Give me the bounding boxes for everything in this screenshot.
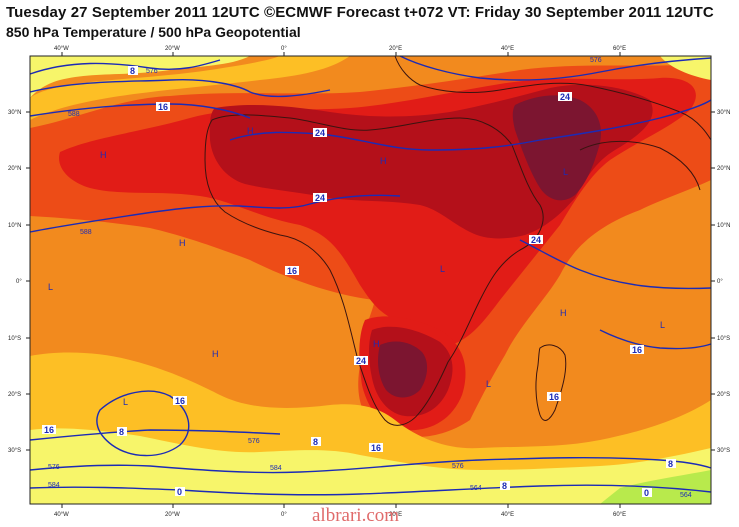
- high-marker: H: [100, 150, 107, 160]
- lon-label: 40°W: [54, 46, 69, 52]
- lon-label: 20°W: [165, 46, 180, 52]
- lon-label: 0°: [281, 46, 287, 52]
- lon-label: 20°W: [165, 512, 180, 518]
- isotherm-label-16: 16: [549, 392, 559, 402]
- isotherm-label-16: 16: [44, 425, 54, 435]
- geopotential-label-576: 576: [248, 438, 260, 445]
- high-marker: H: [380, 156, 387, 166]
- geopotential-label-576: 576: [146, 68, 158, 75]
- lat-label: 20°S: [717, 392, 730, 398]
- isotherm-label-8: 8: [130, 66, 135, 76]
- isotherm-label-16: 16: [158, 102, 168, 112]
- pressure-markers: H H H H H H H L L L L L L: [48, 126, 665, 407]
- isotherm-label-24: 24: [356, 356, 366, 366]
- lat-label: 10°S: [717, 336, 730, 342]
- geopotential-label-584: 584: [270, 465, 282, 472]
- low-marker: L: [440, 264, 445, 274]
- isotherm-label-8: 8: [119, 427, 124, 437]
- high-marker: H: [247, 126, 254, 136]
- isotherm-label-16: 16: [632, 345, 642, 355]
- isotherm-label-8: 8: [502, 481, 507, 491]
- lon-label: 0°: [281, 512, 287, 518]
- isotherm-label-24: 24: [560, 92, 570, 102]
- lat-label: 30°S: [717, 448, 730, 454]
- isotherm-label-8: 8: [668, 459, 673, 469]
- title-line-1: Tuesday 27 September 2011 12UTC ©ECMWF F…: [6, 4, 714, 21]
- lat-label: 30°N: [8, 110, 21, 116]
- low-marker: L: [486, 379, 491, 389]
- geopotential-label-588: 588: [80, 229, 92, 236]
- geopotential-labels: 576 576 576 576 576 584 584 588 588 564 …: [48, 57, 692, 499]
- lat-label: 20°N: [8, 166, 21, 172]
- geopotential-label-588: 588: [68, 111, 80, 118]
- geopotential-label-576: 576: [452, 463, 464, 470]
- axis-ticks: [26, 52, 715, 508]
- lat-label: 20°S: [8, 392, 21, 398]
- lon-label: 20°E: [389, 46, 402, 52]
- lon-label: 40°W: [54, 512, 69, 518]
- watermark: albrari.com: [312, 505, 400, 526]
- lon-label: 60°E: [613, 46, 626, 52]
- geopotential-label-576: 576: [48, 464, 60, 471]
- contour-labels: 16 24 24 24 24 16 24 16 16 16 16 16 8 8 …: [42, 66, 676, 498]
- geopotential-label-564: 564: [470, 485, 482, 492]
- lat-label: 10°N: [8, 223, 21, 229]
- map-frame: [29, 55, 712, 505]
- temp-band-32-plus: [512, 95, 601, 201]
- isotherm-label-8: 8: [313, 437, 318, 447]
- isotherm-label-24: 24: [315, 193, 325, 203]
- low-marker: L: [563, 167, 568, 177]
- geopotential-label-564: 564: [680, 492, 692, 499]
- low-marker: L: [660, 320, 665, 330]
- geopotential-label-584: 584: [48, 482, 60, 489]
- lon-label: 20°E: [389, 512, 402, 518]
- low-marker: L: [48, 282, 53, 292]
- lat-label: 30°S: [8, 448, 21, 454]
- isotherm-label-0: 0: [177, 487, 182, 497]
- high-marker: H: [179, 238, 186, 248]
- lon-label: 40°E: [501, 46, 514, 52]
- lat-label: 10°N: [717, 223, 730, 229]
- isotherm-label-16: 16: [371, 443, 381, 453]
- isotherm-label-0: 0: [644, 488, 649, 498]
- temp-band-0-8: [30, 428, 711, 504]
- high-marker: H: [212, 349, 219, 359]
- axis-labels: 40°W 20°W 0° 20°E 40°E 60°E 40°W 20°W 0°…: [8, 46, 730, 518]
- title-line-2: 850 hPa Temperature / 500 hPa Geopotenti…: [6, 24, 301, 40]
- lon-label: 60°E: [613, 512, 626, 518]
- low-marker: L: [123, 397, 128, 407]
- geopotential-label-576: 576: [590, 57, 602, 64]
- lat-label: 10°S: [8, 336, 21, 342]
- lat-label: 0°: [717, 279, 723, 285]
- lat-label: 20°N: [717, 166, 730, 172]
- isotherm-label-16: 16: [287, 266, 297, 276]
- lon-label: 40°E: [501, 512, 514, 518]
- lat-label: 30°N: [717, 110, 730, 116]
- isotherm-label-24: 24: [531, 235, 541, 245]
- isotherm-label-24: 24: [315, 128, 325, 138]
- high-marker: H: [560, 308, 567, 318]
- lat-label: 0°: [16, 279, 22, 285]
- high-marker: H: [373, 339, 380, 349]
- isotherm-label-16: 16: [175, 396, 185, 406]
